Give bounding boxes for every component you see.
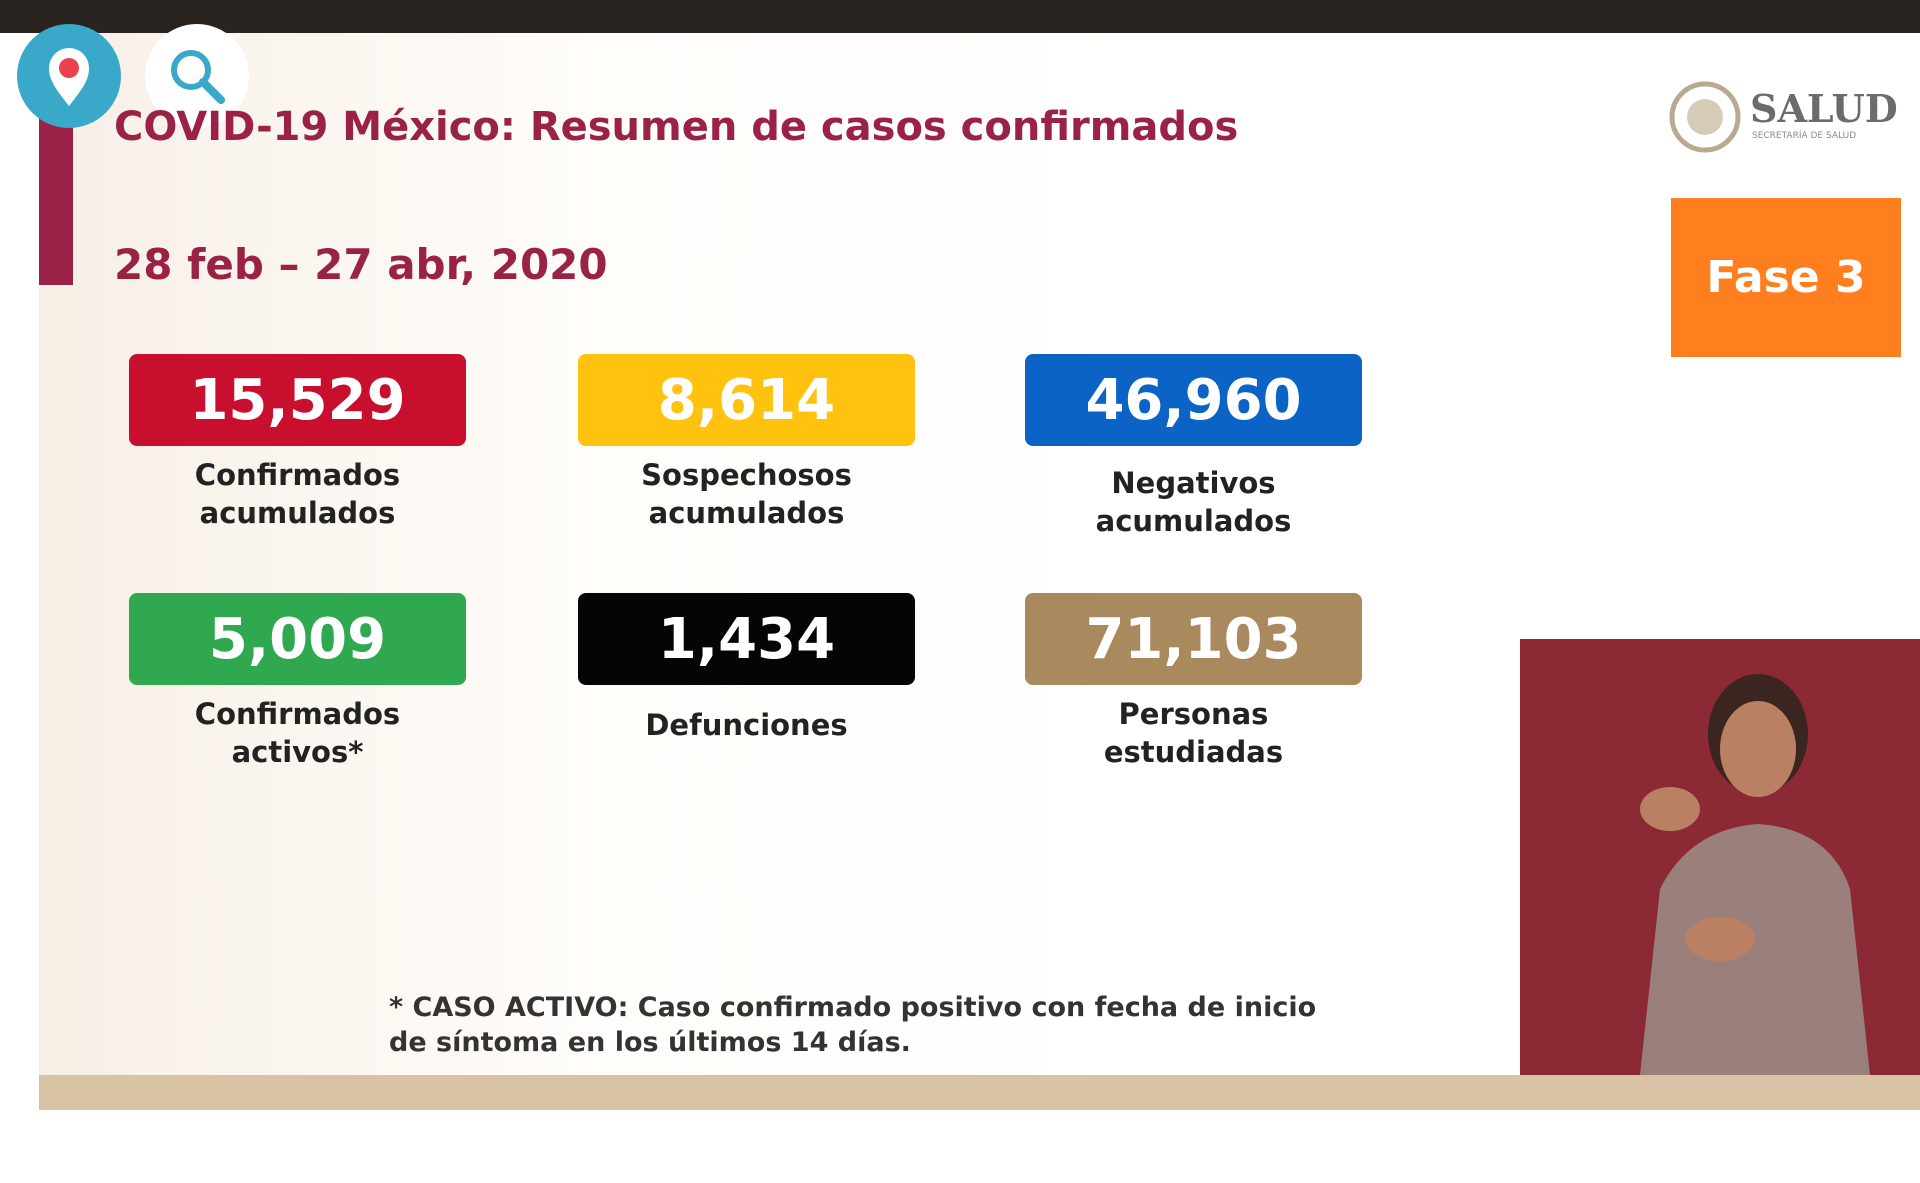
icon <box>49 48 89 106</box>
stat-value: 46,960 <box>1025 354 1362 446</box>
stat-label-line: estudiadas <box>1103 735 1284 769</box>
stat-label: Confirmados acumulados <box>129 456 466 532</box>
periscope-button[interactable] <box>17 24 121 128</box>
accent-bar <box>39 116 73 285</box>
emblem <box>1669 81 1741 153</box>
logo-name: SALUD <box>1750 86 1898 131</box>
stat-value: 5,009 <box>129 593 466 685</box>
icon <box>171 50 225 104</box>
stat-label-line: Negativos <box>1111 466 1276 500</box>
stat-label-line: Defunciones <box>645 708 848 742</box>
date-range: 28 feb – 27 abr, 2020 <box>114 240 608 289</box>
stat-label-line: acumulados <box>648 496 845 530</box>
stat-label-line: Confirmados <box>194 458 401 492</box>
stat-value: 71,103 <box>1025 593 1362 685</box>
footnote: * CASO ACTIVO: Caso confirmado positivo … <box>389 990 1316 1060</box>
bottom-bar <box>39 1075 1920 1110</box>
stat-value: 1,434 <box>578 593 915 685</box>
footnote-line: * CASO ACTIVO: Caso confirmado positivo … <box>389 992 1317 1023</box>
title: COVID-19 México: Resumen de casos confir… <box>114 104 1239 150</box>
stat-label-line: activos* <box>231 735 364 769</box>
phase-badge: Fase 3 <box>1671 198 1901 357</box>
video-top-strip <box>0 0 1920 33</box>
stat-label: Defunciones <box>578 706 915 744</box>
stat-label-line: acumulados <box>199 496 396 530</box>
search-button[interactable] <box>145 24 249 128</box>
stat-label-line: Sospechosos <box>641 458 852 492</box>
interpreter-video <box>1520 639 1920 1075</box>
stat-label: Personas estudiadas <box>1025 695 1362 771</box>
stat-label-line: Confirmados <box>194 697 401 731</box>
stat-label: Negativos acumulados <box>1025 464 1362 540</box>
logo-subtitle: SECRETARÍA DE SALUD <box>1752 131 1857 141</box>
stat-label-line: Personas <box>1118 697 1269 731</box>
interpreter <box>1640 674 1870 1075</box>
stat-value: 8,614 <box>578 354 915 446</box>
stat-label-line: acumulados <box>1095 504 1292 538</box>
stat-label: Sospechosos acumulados <box>578 456 915 532</box>
footnote-line: de síntoma en los últimos 14 días. <box>389 1027 911 1058</box>
stat-value: 15,529 <box>129 354 466 446</box>
stat-label: Confirmados activos* <box>129 695 466 771</box>
